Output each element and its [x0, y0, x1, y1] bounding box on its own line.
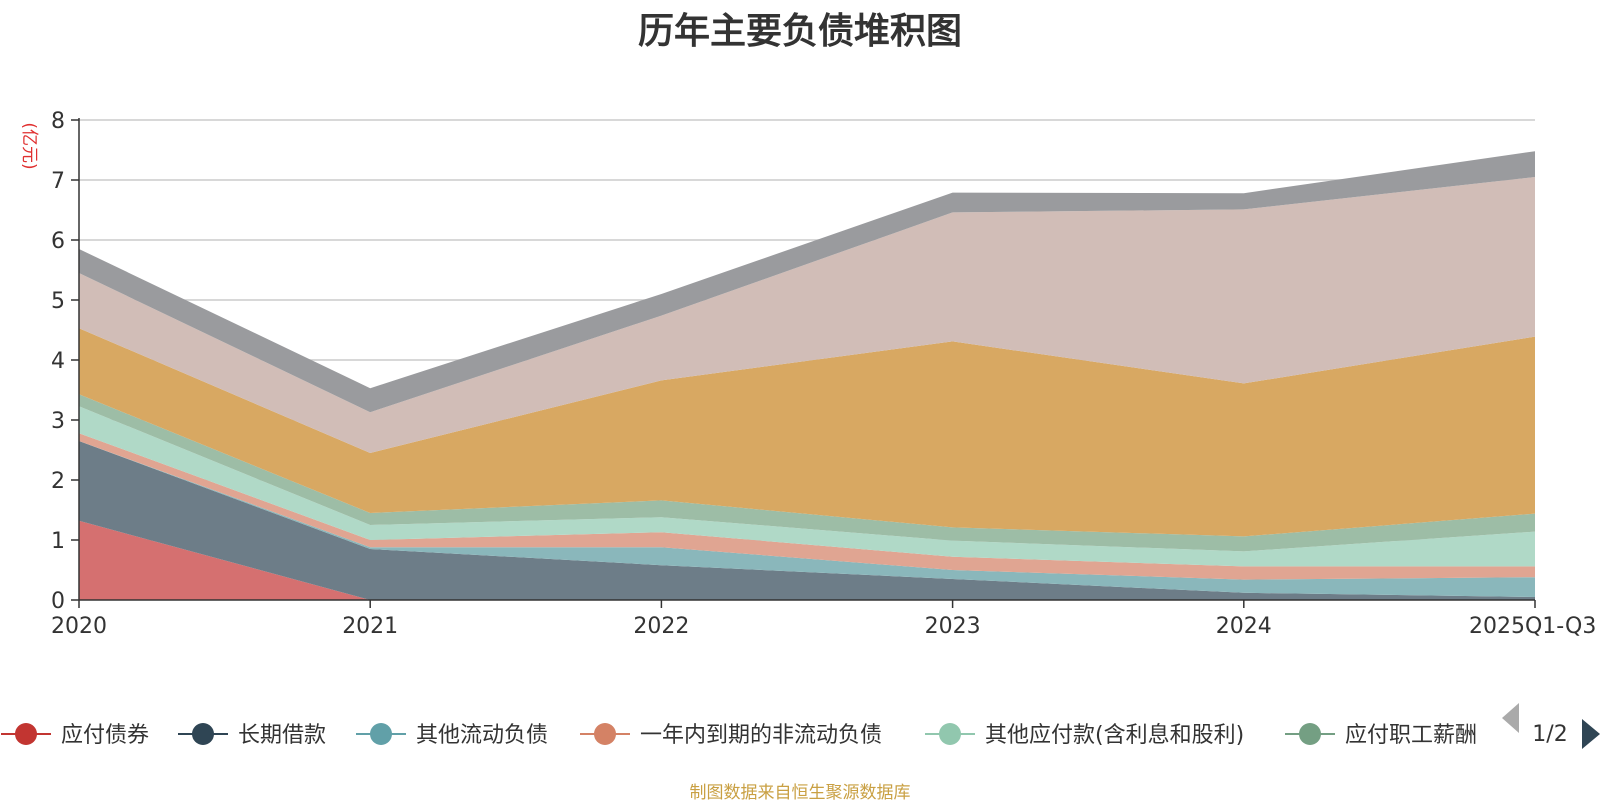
legend-prev-arrow-icon[interactable]: [1502, 703, 1519, 733]
legend-item[interactable]: 应付债券: [1, 723, 149, 748]
legend-label: 其他流动负债: [416, 723, 548, 748]
area-series-8[interactable]: [79, 151, 1535, 413]
legend-label: 一年内到期的非流动负债: [640, 723, 882, 748]
y-tick-label: 1: [51, 529, 65, 554]
legend-item[interactable]: 其他应付款(含利息和股利): [925, 723, 1244, 748]
area-series-4[interactable]: [79, 406, 1535, 567]
area-series-5[interactable]: [79, 394, 1535, 552]
legend-page-indicator: 1/2: [1532, 722, 1567, 747]
legend-marker: [192, 723, 214, 745]
legend-marker: [1299, 723, 1321, 745]
legend-pager: 1/2: [1502, 703, 1600, 749]
legend: 应付债券 长期借款 其他流动负债 一年内到期的非流动负债 其他应付款(含利息和股利) 应付…: [1, 723, 1477, 748]
x-tick-label: 2021: [342, 614, 398, 639]
legend-marker: [15, 723, 37, 745]
y-tick-label: 6: [51, 229, 65, 254]
area-series-6[interactable]: [79, 328, 1535, 537]
x-tick-label: 2020: [51, 614, 107, 639]
y-tick-label: 0: [51, 589, 65, 614]
y-tick-label: 8: [51, 109, 65, 134]
legend-item[interactable]: 其他流动负债: [356, 723, 548, 748]
y-tick-label: 3: [51, 409, 65, 434]
axes: 0 1 2 3 4 5 6 7 8 2020 2021 2022 2023 2024 2025Q1-Q3: [51, 109, 1596, 639]
y-tick-label: 4: [51, 349, 65, 374]
y-axis-label: (亿元): [19, 122, 39, 169]
y-tick-label: 2: [51, 469, 65, 494]
stacked-areas: [79, 151, 1535, 600]
area-series-3[interactable]: [79, 433, 1535, 580]
legend-next-arrow-icon[interactable]: [1582, 719, 1600, 749]
legend-item[interactable]: 长期借款: [178, 723, 326, 748]
area-series-0[interactable]: [79, 520, 1535, 600]
legend-label: 长期借款: [238, 723, 326, 748]
area-series-2[interactable]: [79, 441, 1535, 597]
y-tick-label: 7: [51, 169, 65, 194]
data-source-note: 制图数据来自恒生聚源数据库: [689, 783, 911, 803]
legend-marker: [939, 723, 961, 745]
y-tick-label: 5: [51, 289, 65, 314]
x-tick-label: 2025Q1-Q3: [1469, 614, 1596, 639]
legend-marker: [370, 723, 392, 745]
legend-item[interactable]: 应付职工薪酬: [1285, 723, 1477, 748]
legend-label: 应付债券: [61, 723, 149, 748]
legend-marker: [594, 723, 616, 745]
area-series-1[interactable]: [79, 441, 1535, 600]
x-tick-label: 2023: [925, 614, 981, 639]
legend-label: 应付职工薪酬: [1345, 723, 1477, 748]
legend-label: 其他应付款(含利息和股利): [985, 723, 1244, 748]
area-series-7[interactable]: [79, 177, 1535, 453]
legend-item[interactable]: 一年内到期的非流动负债: [580, 723, 882, 748]
x-tick-label: 2024: [1216, 614, 1272, 639]
x-tick-label: 2022: [633, 614, 689, 639]
chart-title: 历年主要负债堆积图: [637, 11, 962, 52]
